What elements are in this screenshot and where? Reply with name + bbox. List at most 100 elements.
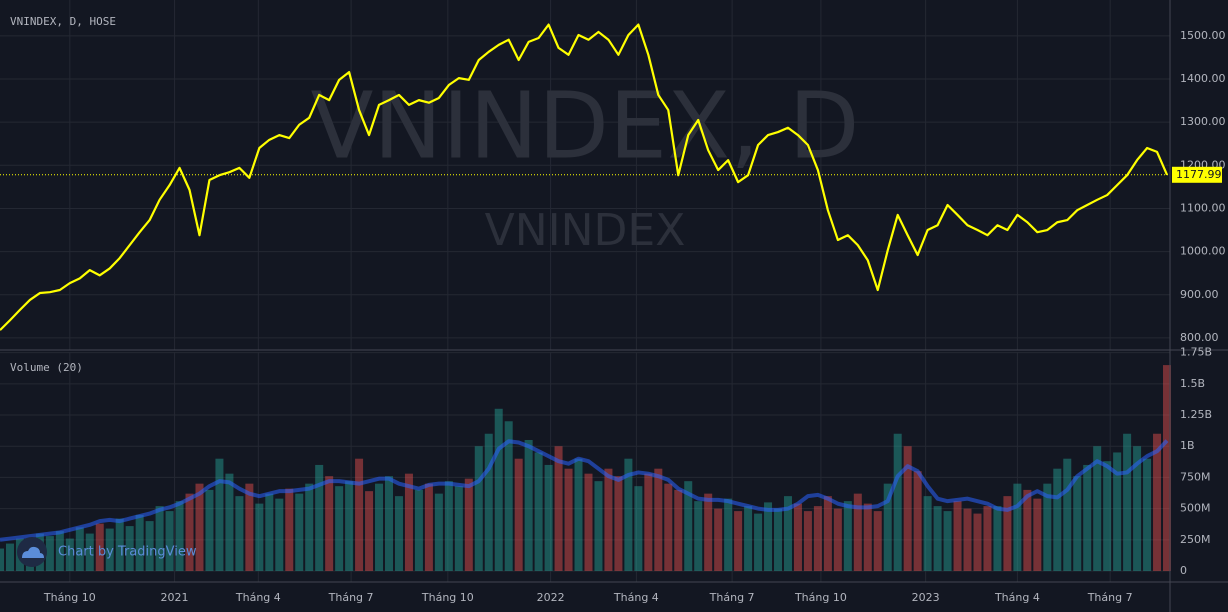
y-tick-label: 1.75B bbox=[1180, 346, 1212, 359]
volume-bar bbox=[913, 471, 922, 572]
x-tick-label: Tháng 10 bbox=[43, 591, 96, 604]
volume-bar bbox=[325, 476, 334, 572]
volume-bar bbox=[544, 464, 553, 572]
volume-bar bbox=[155, 506, 164, 572]
volume-bar bbox=[1053, 468, 1062, 572]
volume-bar bbox=[125, 526, 134, 572]
volume-bar bbox=[694, 501, 703, 572]
y-tick-label: 1400.00 bbox=[1180, 72, 1226, 85]
volume-bar bbox=[335, 486, 344, 572]
volume-bar bbox=[175, 501, 184, 572]
watermark-sub: VNINDEX bbox=[485, 205, 686, 256]
volume-bar bbox=[813, 506, 822, 572]
x-tick-label: Tháng 10 bbox=[421, 591, 474, 604]
volume-bar bbox=[624, 458, 633, 572]
volume-bar bbox=[504, 421, 513, 572]
volume-bar bbox=[1073, 476, 1082, 572]
volume-bar bbox=[883, 483, 892, 572]
y-tick-label: 1300.00 bbox=[1180, 115, 1226, 128]
volume-bar bbox=[165, 511, 174, 572]
volume-bar bbox=[205, 489, 214, 572]
volume-bar bbox=[783, 496, 792, 572]
volume-bar bbox=[973, 513, 982, 572]
volume-bar bbox=[215, 458, 224, 572]
volume-bar bbox=[684, 481, 693, 572]
volume-bar bbox=[714, 508, 723, 572]
branding-text[interactable]: Chart by TradingView bbox=[58, 545, 197, 560]
volume-bar bbox=[255, 503, 264, 572]
last-price-label: 1177.99 bbox=[1176, 168, 1222, 181]
volume-bar bbox=[464, 478, 473, 572]
volume-bar bbox=[494, 408, 503, 572]
branding-icon[interactable] bbox=[22, 546, 44, 558]
volume-bar bbox=[863, 503, 872, 572]
volume-bar bbox=[484, 433, 493, 572]
volume-bar bbox=[724, 498, 733, 572]
volume-bar bbox=[564, 468, 573, 572]
volume-bar bbox=[833, 508, 842, 572]
volume-bar bbox=[534, 452, 543, 572]
volume-bar bbox=[943, 511, 952, 572]
x-tick-label: 2023 bbox=[912, 591, 940, 604]
volume-bar bbox=[115, 518, 124, 572]
branding[interactable]: Chart by TradingView bbox=[17, 537, 197, 567]
volume-bar bbox=[265, 493, 274, 572]
volume-bar bbox=[524, 439, 533, 572]
x-tick-label: 2021 bbox=[161, 591, 189, 604]
volume-bar bbox=[514, 458, 523, 572]
y-tick-label: 1.25B bbox=[1180, 408, 1212, 421]
volume-bar bbox=[774, 508, 783, 572]
y-tick-label: 0 bbox=[1180, 564, 1187, 577]
volume-bar bbox=[95, 523, 104, 572]
volume-bar bbox=[654, 468, 663, 572]
volume-bar bbox=[983, 506, 992, 572]
watermark: VNINDEX, D bbox=[310, 72, 859, 179]
volume-bar bbox=[375, 483, 384, 572]
volume-bar bbox=[1033, 498, 1042, 572]
x-tick-label: Tháng 7 bbox=[328, 591, 374, 604]
volume-bar bbox=[195, 483, 204, 572]
volume-bar bbox=[823, 496, 832, 572]
volume-bar bbox=[315, 464, 324, 572]
volume-bar bbox=[604, 468, 613, 572]
price-line bbox=[0, 23, 1169, 331]
volume-bar bbox=[45, 536, 54, 572]
volume-bar bbox=[1083, 464, 1092, 572]
volume-ma-line bbox=[0, 439, 1169, 542]
volume-bar bbox=[584, 473, 593, 572]
volume-bar bbox=[933, 506, 942, 572]
volume-bar bbox=[5, 543, 14, 572]
volume-bar bbox=[923, 496, 932, 572]
volume-bar bbox=[1013, 483, 1022, 572]
volume-bar bbox=[185, 493, 194, 572]
volume-bar bbox=[764, 502, 773, 572]
x-tick-label: Tháng 4 bbox=[613, 591, 659, 604]
y-tick-label: 1100.00 bbox=[1180, 201, 1226, 214]
volume-bar bbox=[295, 493, 304, 572]
x-tick-label: Tháng 7 bbox=[1087, 591, 1133, 604]
volume-bar bbox=[554, 446, 563, 572]
volume-bar bbox=[0, 548, 4, 572]
volume-bar bbox=[365, 491, 374, 572]
volume-bar bbox=[953, 501, 962, 572]
volume-bar bbox=[85, 533, 94, 572]
volume-bar bbox=[404, 473, 413, 572]
volume-bar bbox=[245, 483, 254, 572]
volume-bar bbox=[903, 446, 912, 572]
volume-bar bbox=[594, 481, 603, 572]
y-tick-label: 500M bbox=[1180, 502, 1211, 515]
y-tick-label: 1.5B bbox=[1180, 377, 1205, 390]
volume-bar bbox=[1103, 461, 1112, 572]
volume-bar bbox=[235, 496, 244, 572]
volume-bar bbox=[285, 488, 294, 572]
volume-bar bbox=[754, 513, 763, 572]
volume-bar bbox=[634, 486, 643, 572]
volume-bar bbox=[893, 433, 902, 572]
volume-bar bbox=[1163, 365, 1172, 572]
volume-bar bbox=[1133, 446, 1142, 572]
volume-bar bbox=[1003, 496, 1012, 572]
last-price-tag bbox=[1172, 166, 1222, 183]
volume-title: Volume (20) bbox=[10, 361, 83, 374]
volume-bar bbox=[55, 531, 64, 572]
volume-bar bbox=[993, 506, 1002, 572]
